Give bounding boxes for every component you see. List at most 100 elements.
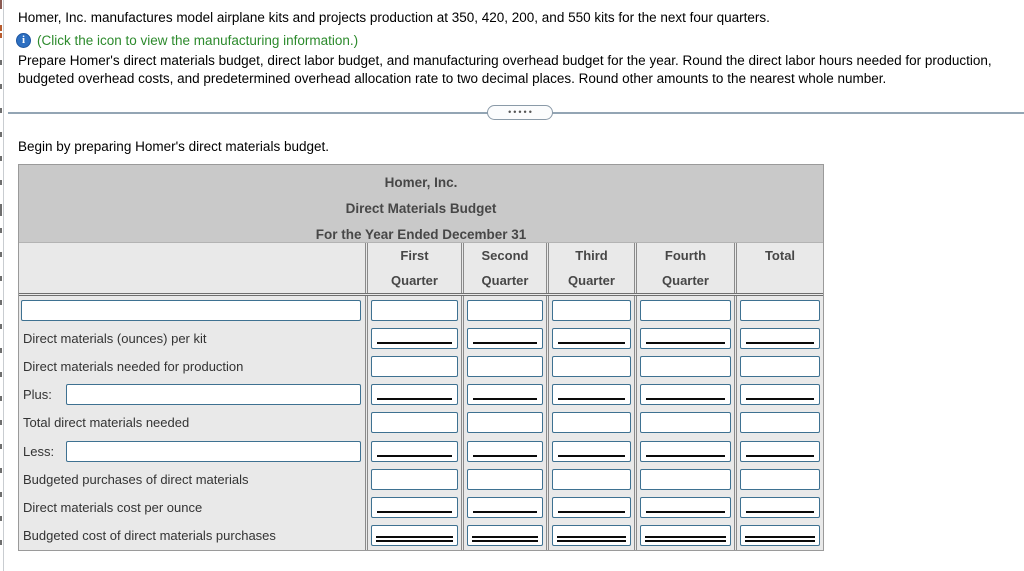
table-body: Direct materials (ounces) per kit Direct … — [19, 293, 823, 550]
info-row: i (Click the icon to view the manufactur… — [16, 31, 358, 49]
single-rule — [558, 454, 625, 457]
value-cell-r8-q1 — [368, 493, 461, 521]
single-rule — [558, 510, 625, 513]
cell-input-r4-q1[interactable] — [371, 384, 458, 406]
cell-input-r5-q4[interactable] — [640, 412, 731, 434]
edge-mark — [0, 468, 2, 473]
cell-input-r4-q3[interactable] — [552, 384, 631, 406]
value-cell-r7-q1 — [368, 465, 461, 493]
value-cell-r8-q4 — [637, 493, 734, 521]
value-cell-r5-q1 — [368, 409, 461, 437]
value-column-q1 — [365, 296, 461, 550]
single-rule — [646, 341, 725, 344]
cell-input-r3-q2[interactable] — [467, 355, 543, 377]
edge-mark — [0, 25, 2, 31]
value-cell-r7-q3 — [549, 465, 634, 493]
value-cell-r3-total — [737, 352, 823, 380]
label-cell-row-6: Less: — [19, 437, 365, 465]
cell-input-r7-total[interactable] — [740, 468, 820, 490]
cell-input-r5-q1[interactable] — [371, 412, 458, 434]
info-icon[interactable]: i — [16, 32, 31, 48]
cell-input-r9-q2[interactable] — [467, 525, 543, 547]
cell-input-r4-q2[interactable] — [467, 384, 543, 406]
cell-input-r1-q2[interactable] — [467, 299, 543, 321]
cell-input-r6-q4[interactable] — [640, 440, 731, 462]
cell-input-r7-q4[interactable] — [640, 468, 731, 490]
cell-input-r9-q3[interactable] — [552, 525, 631, 547]
value-cell-r3-q2 — [464, 352, 546, 380]
row-title-input[interactable] — [21, 299, 361, 321]
label-cell-row-3: Direct materials needed for production — [19, 352, 365, 380]
value-cell-r2-q4 — [637, 324, 734, 352]
cell-input-r6-q1[interactable] — [371, 440, 458, 462]
cell-input-r7-q2[interactable] — [467, 468, 543, 490]
single-rule — [646, 510, 725, 513]
value-cell-r7-q2 — [464, 465, 546, 493]
value-cell-r1-q3 — [549, 296, 634, 324]
row-description-input-less[interactable] — [66, 440, 361, 462]
cell-input-r9-total[interactable] — [740, 525, 820, 547]
value-cell-r5-q3 — [549, 409, 634, 437]
cell-input-r2-q2[interactable] — [467, 327, 543, 349]
cell-input-r9-q4[interactable] — [640, 525, 731, 547]
cell-input-r4-total[interactable] — [740, 384, 820, 406]
cell-input-r2-q3[interactable] — [552, 327, 631, 349]
cell-input-r1-total[interactable] — [740, 299, 820, 321]
cell-input-r3-q3[interactable] — [552, 355, 631, 377]
cell-input-r2-q1[interactable] — [371, 327, 458, 349]
single-rule — [377, 510, 452, 513]
cell-input-r5-q2[interactable] — [467, 412, 543, 434]
cell-input-r6-q3[interactable] — [552, 440, 631, 462]
divider-toggle-button[interactable]: ••••• — [487, 105, 553, 120]
cell-input-r9-q1[interactable] — [371, 525, 458, 547]
cell-input-r8-q4[interactable] — [640, 496, 731, 518]
cell-input-r1-q4[interactable] — [640, 299, 731, 321]
single-rule — [473, 398, 537, 401]
value-column-total — [734, 296, 823, 550]
info-link[interactable]: (Click the icon to view the manufacturin… — [37, 32, 359, 48]
value-cell-r3-q1 — [368, 352, 461, 380]
cell-input-r3-total[interactable] — [740, 355, 820, 377]
table-title-band: Homer, Inc. Direct Materials Budget For … — [19, 165, 823, 243]
cell-input-r3-q1[interactable] — [371, 355, 458, 377]
double-rule-bottom — [557, 540, 626, 543]
value-column-q2 — [461, 296, 546, 550]
single-rule — [746, 398, 814, 401]
single-rule — [558, 341, 625, 344]
cell-input-r1-q1[interactable] — [371, 299, 458, 321]
value-cell-r9-q4 — [637, 522, 734, 550]
single-rule — [377, 398, 452, 401]
edge-mark — [0, 180, 2, 185]
value-cell-r1-total — [737, 296, 823, 324]
cell-input-r4-q4[interactable] — [640, 384, 731, 406]
single-rule — [558, 398, 625, 401]
cell-input-r3-q4[interactable] — [640, 355, 731, 377]
column-header-line1: Third — [575, 248, 608, 263]
row-label: Budgeted purchases of direct materials — [23, 471, 249, 487]
cell-input-r8-q3[interactable] — [552, 496, 631, 518]
cell-input-r8-q2[interactable] — [467, 496, 543, 518]
cell-input-r7-q3[interactable] — [552, 468, 631, 490]
value-cell-r2-q3 — [549, 324, 634, 352]
edge-mark — [0, 84, 2, 89]
cell-input-r6-q2[interactable] — [467, 440, 543, 462]
value-cell-r8-q3 — [549, 493, 634, 521]
edge-mark — [0, 60, 2, 65]
value-cell-r1-q1 — [368, 296, 461, 324]
cell-input-r8-total[interactable] — [740, 496, 820, 518]
section-prompt: Begin by preparing Homer's direct materi… — [18, 139, 329, 154]
cell-input-r5-total[interactable] — [740, 412, 820, 434]
cell-input-r7-q1[interactable] — [371, 468, 458, 490]
row-label: Direct materials needed for production — [23, 358, 244, 374]
cell-input-r6-total[interactable] — [740, 440, 820, 462]
double-rule-bottom — [645, 540, 726, 543]
cell-input-r1-q3[interactable] — [552, 299, 631, 321]
row-description-input-plus[interactable] — [66, 384, 361, 406]
cell-input-r2-total[interactable] — [740, 327, 820, 349]
edge-mark — [0, 276, 2, 281]
cell-input-r2-q4[interactable] — [640, 327, 731, 349]
cell-input-r5-q3[interactable] — [552, 412, 631, 434]
value-cell-r7-total — [737, 465, 823, 493]
cell-input-r8-q1[interactable] — [371, 496, 458, 518]
